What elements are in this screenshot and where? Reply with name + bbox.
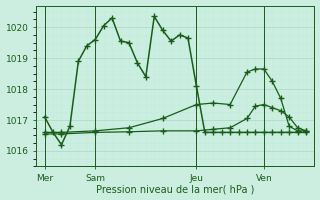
X-axis label: Pression niveau de la mer( hPa ): Pression niveau de la mer( hPa ) (96, 184, 254, 194)
